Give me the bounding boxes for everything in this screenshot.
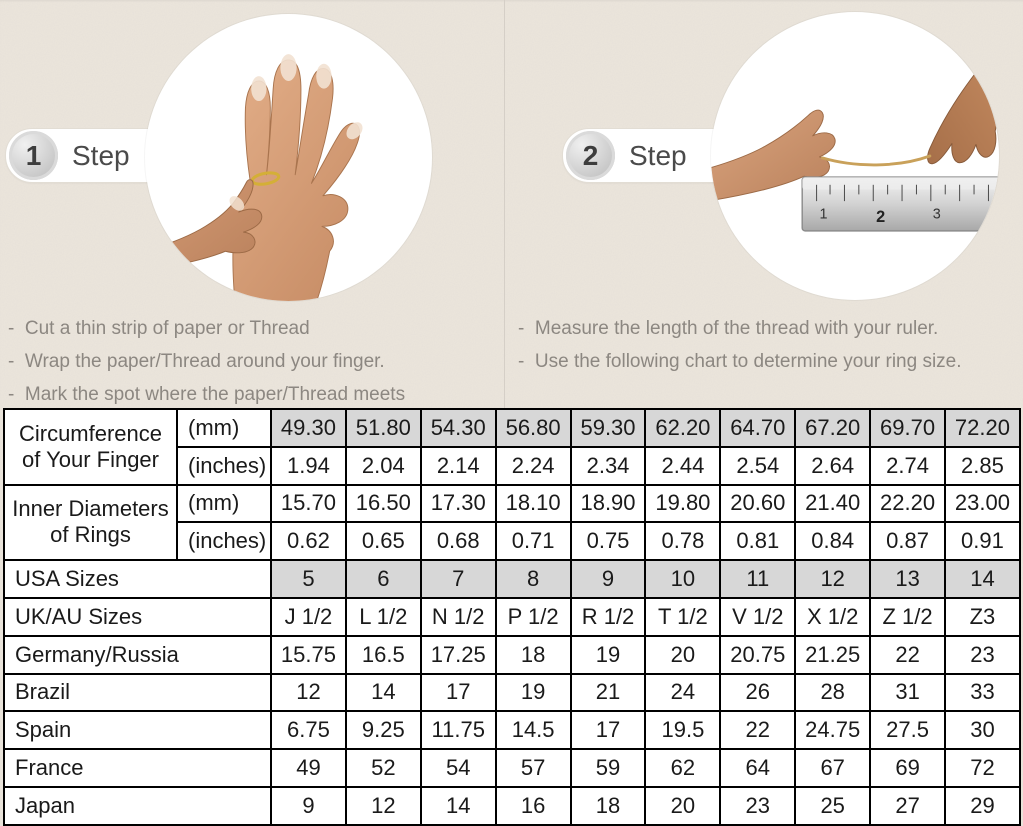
svg-text:3: 3	[933, 206, 941, 222]
svg-text:1: 1	[819, 206, 827, 222]
svg-text:2: 2	[876, 208, 885, 226]
